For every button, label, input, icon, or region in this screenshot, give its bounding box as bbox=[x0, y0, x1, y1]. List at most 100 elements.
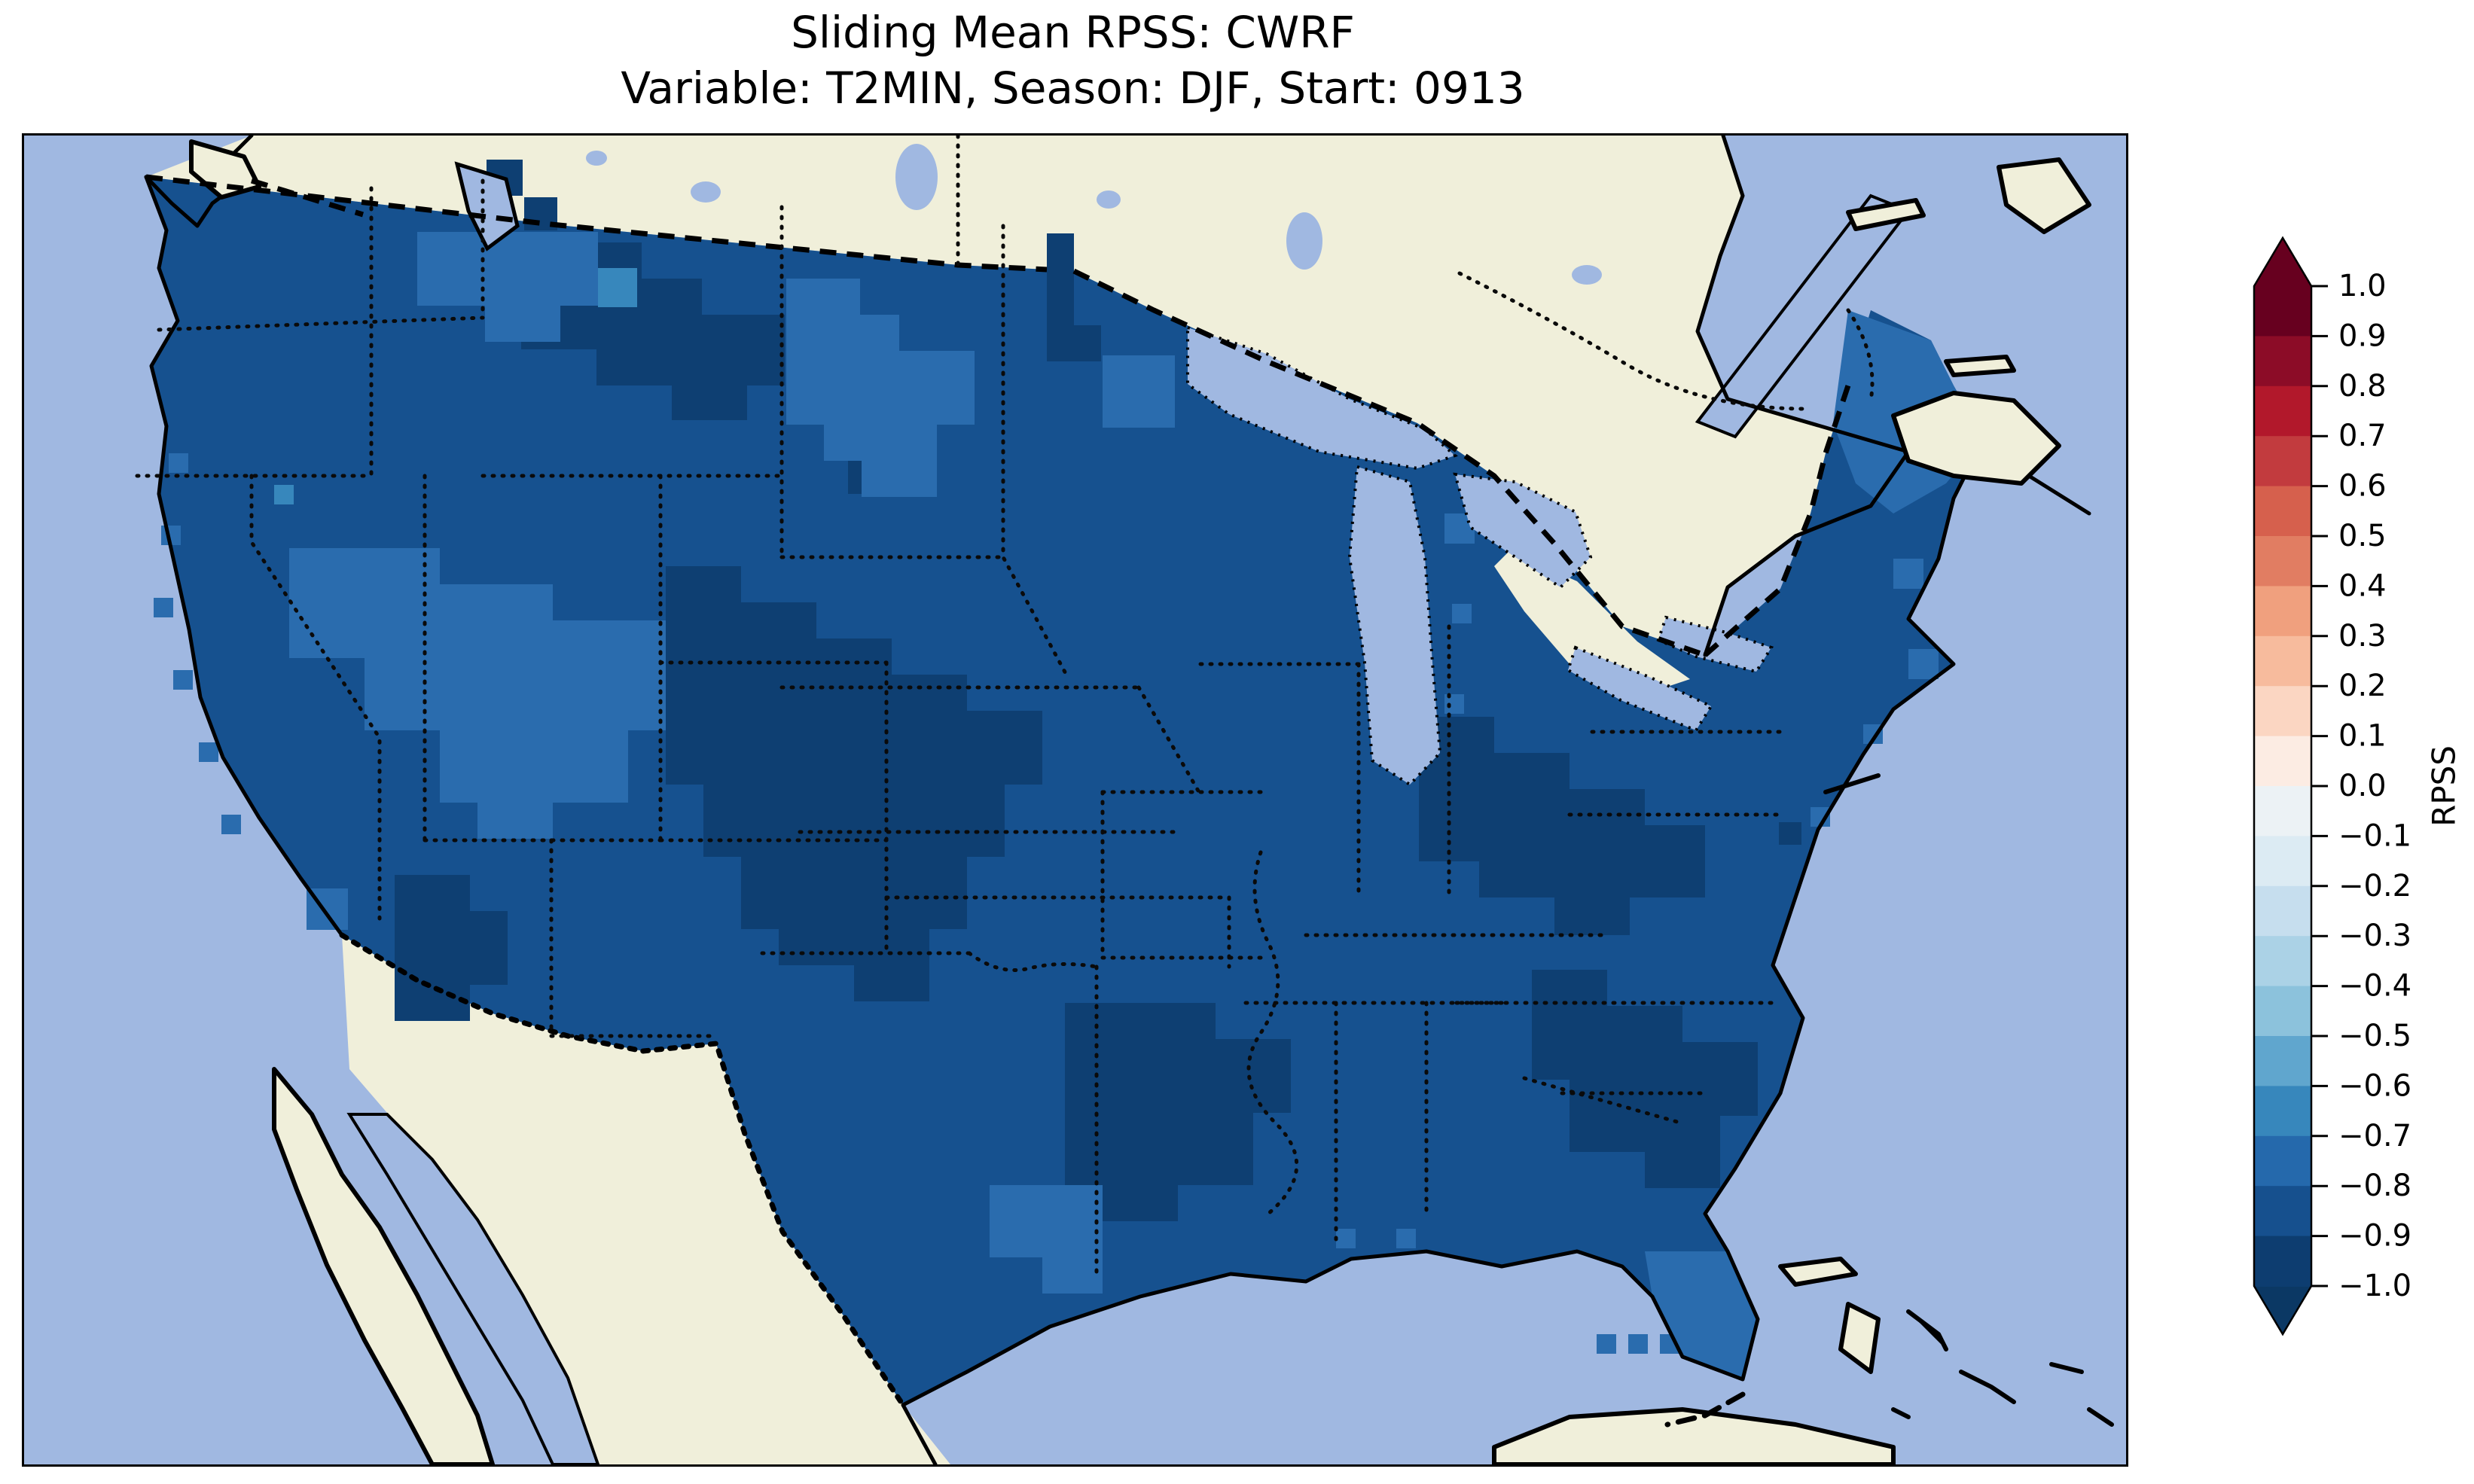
small-lake bbox=[1097, 190, 1121, 209]
colorbar-tick-label: −0.8 bbox=[2338, 1169, 2411, 1203]
title-line-2: Variable: T2MIN, Season: DJF, Start: 091… bbox=[621, 62, 1525, 114]
lake-michigan bbox=[1347, 465, 1442, 787]
colorbar-segment bbox=[2254, 586, 2311, 637]
gulf-of-california bbox=[346, 1113, 600, 1464]
colorbar-tick-label: 0.6 bbox=[2338, 469, 2387, 504]
colorbar-segment bbox=[2254, 836, 2311, 887]
colorbar-segment bbox=[2254, 986, 2311, 1037]
bahamas-islet bbox=[2049, 1362, 2084, 1374]
rpss-cell bbox=[1396, 1229, 1416, 1248]
rpss-cell bbox=[598, 268, 637, 307]
colorbar-axis-label: RPSS bbox=[2426, 745, 2463, 827]
colorbar-segment bbox=[2254, 486, 2311, 537]
colorbar-tick-label: 0.8 bbox=[2338, 369, 2387, 404]
atlantic-gulf-coastline bbox=[901, 436, 1986, 1464]
colorbar-tick-label: 0.2 bbox=[2338, 669, 2387, 703]
pacific-coastline bbox=[144, 175, 344, 937]
colorbar-segment bbox=[2254, 1135, 2311, 1187]
small-lake bbox=[1572, 265, 1602, 285]
colorbar-segment bbox=[2254, 736, 2311, 787]
juan-de-fuca-border bbox=[250, 178, 365, 218]
title-line-1: Sliding Mean RPSS: CWRF bbox=[791, 7, 1355, 58]
lake-huron bbox=[1453, 472, 1593, 590]
colorbar-tick-label: −0.1 bbox=[2338, 818, 2411, 853]
colorbar-segment bbox=[2254, 536, 2311, 587]
colorbar-segment bbox=[2254, 936, 2311, 987]
lake-erie bbox=[1566, 645, 1713, 733]
newfoundland bbox=[1997, 157, 2091, 234]
colorbar-tick-label: −1.0 bbox=[2338, 1269, 2411, 1303]
florida-keys bbox=[1664, 1391, 1746, 1428]
lake-superior bbox=[1186, 325, 1458, 471]
rpss-cell bbox=[1597, 1334, 1616, 1354]
rpss-cell bbox=[173, 670, 193, 690]
colorbar-tick-label: 0.3 bbox=[2338, 619, 2387, 654]
colorbar-tick-label: −0.3 bbox=[2338, 919, 2411, 953]
colorbar-tick-label: −0.7 bbox=[2338, 1119, 2411, 1153]
colorbar-segment bbox=[2254, 1236, 2311, 1287]
small-lake bbox=[586, 151, 607, 166]
rpss-cell bbox=[274, 485, 294, 504]
us-mexico-border bbox=[339, 932, 906, 1408]
rpss-cell bbox=[169, 453, 188, 473]
colorbar-segment bbox=[2254, 336, 2311, 387]
colorbar-tick-label: −0.2 bbox=[2338, 869, 2411, 904]
puget-sound bbox=[454, 161, 520, 251]
great-lakes bbox=[1186, 325, 1774, 787]
gulf-st-lawrence-coastline bbox=[1695, 136, 1911, 657]
colorbar: 1.0 0.9 0.8 0.7 0.6 0.5 0.4 0.3 0.2 0.1 0.0 −0.1 −0.… bbox=[2253, 236, 2463, 1336]
colorbar-tick-label: 0.5 bbox=[2338, 519, 2387, 553]
colorbar-segment bbox=[2254, 885, 2311, 937]
rpss-cell bbox=[221, 815, 241, 834]
rpss-patch-washington bbox=[417, 232, 598, 342]
colorbar-segment bbox=[2254, 1086, 2311, 1137]
colorbar-segment bbox=[2254, 686, 2311, 737]
colorbar-tick-label: 0.9 bbox=[2338, 318, 2387, 353]
map-frame bbox=[22, 133, 2128, 1467]
small-lake bbox=[1286, 212, 1322, 270]
small-lake bbox=[691, 181, 721, 203]
bahamas-islet bbox=[1959, 1370, 2016, 1404]
bahamas-andros bbox=[1838, 1302, 1881, 1374]
colorbar-tick-label: −0.5 bbox=[2338, 1019, 2411, 1053]
colorbar-tick-label: 0.7 bbox=[2338, 419, 2387, 453]
colorbar-tick-label: −0.6 bbox=[2338, 1068, 2411, 1103]
rpss-patch-south-florida bbox=[1645, 1251, 1758, 1379]
rpss-cell bbox=[154, 598, 173, 617]
colorbar-segment bbox=[2254, 1186, 2311, 1237]
ontario-peninsula bbox=[1494, 551, 1690, 694]
bahamas-islet bbox=[1906, 1309, 1948, 1351]
rpss-cell bbox=[1628, 1334, 1648, 1354]
rpss-patch-minnesota-cell bbox=[1103, 355, 1175, 428]
colorbar-segment bbox=[2254, 385, 2311, 437]
colorbar-segment bbox=[2254, 286, 2311, 337]
colorbar-extend-under bbox=[2254, 1286, 2311, 1334]
us-canada-border bbox=[145, 174, 1851, 658]
state-borders bbox=[135, 136, 1875, 1282]
colorbar-segment bbox=[2254, 1036, 2311, 1087]
colorbar-tick-label: 0.0 bbox=[2338, 769, 2387, 803]
rpss-patch-dakotas bbox=[786, 279, 975, 497]
rpss-cell bbox=[199, 742, 218, 762]
rpss-patch-minnesota-tab bbox=[1047, 233, 1101, 361]
canada-landmass bbox=[146, 136, 1908, 655]
rpss-cell bbox=[1452, 604, 1472, 623]
colorbar-tick-label: 0.4 bbox=[2338, 568, 2387, 603]
map-svg bbox=[24, 136, 2126, 1464]
caribbean-islet bbox=[2087, 1407, 2114, 1427]
anticosti-island bbox=[1846, 198, 1926, 231]
conus-rpss-field bbox=[146, 177, 1984, 1405]
rpss-patch-oregon-idaho bbox=[289, 548, 666, 839]
rpss-patch-ohio-valley bbox=[1419, 717, 1705, 935]
rpss-patch-east-texas bbox=[1065, 1003, 1291, 1221]
mexico-landmass bbox=[342, 935, 950, 1464]
rpss-patch-southeast bbox=[1532, 970, 1758, 1188]
figure-title: Sliding Mean RPSS: CWRF Variable: T2MIN,… bbox=[22, 5, 2124, 116]
rpss-cell bbox=[1779, 822, 1801, 845]
cuba bbox=[1492, 1407, 1896, 1464]
colorbar-segment bbox=[2254, 436, 2311, 487]
baja-california bbox=[272, 1067, 495, 1464]
bahamas-grand-bahama bbox=[1778, 1257, 1858, 1287]
colorbar-extend-over bbox=[2254, 238, 2311, 286]
